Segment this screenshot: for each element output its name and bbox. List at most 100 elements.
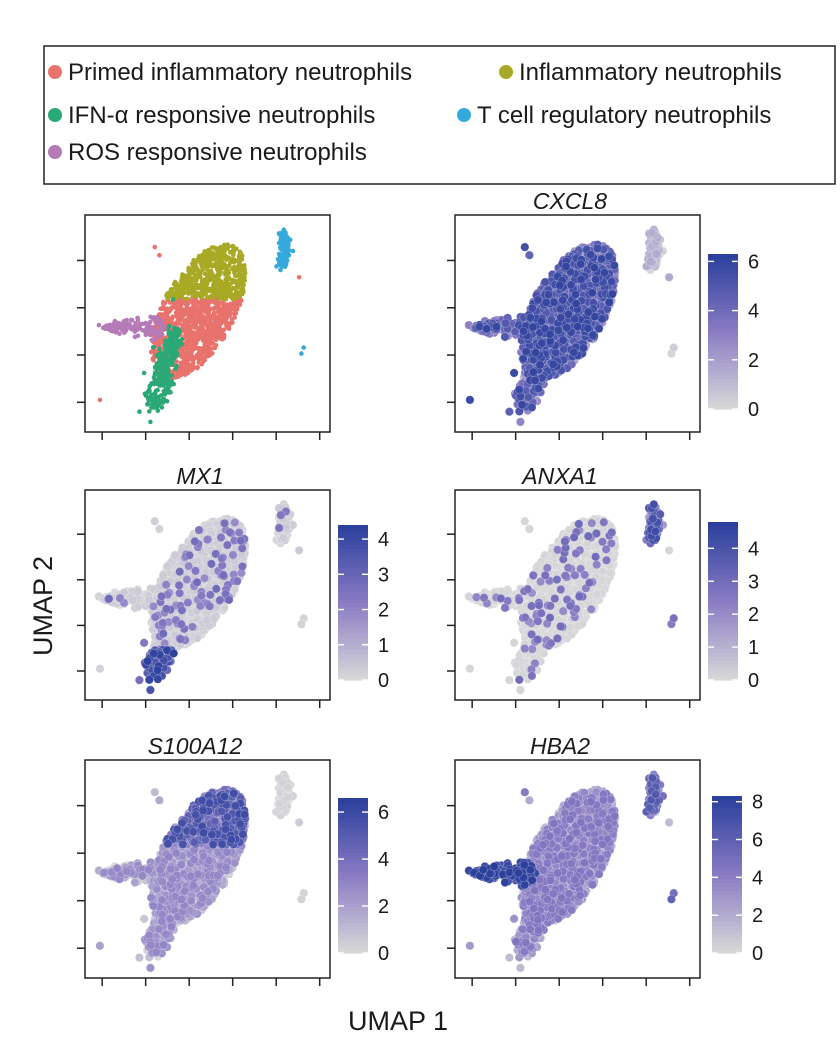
cell-point [220, 262, 225, 267]
cell-point [607, 289, 617, 299]
cell-point [190, 285, 196, 291]
cell-point [219, 280, 225, 286]
cell-point [562, 323, 572, 333]
cell-point [221, 289, 227, 295]
cell-point [179, 337, 185, 342]
cell-point [586, 250, 596, 260]
colorbar-segment [708, 316, 738, 321]
cell-point [145, 327, 151, 332]
cell-point [206, 248, 212, 254]
cell-point [213, 279, 218, 284]
cell-point [202, 252, 207, 257]
cell-point [162, 325, 168, 331]
cell-point [533, 384, 543, 394]
cell-point [548, 359, 558, 369]
cell-point [180, 370, 185, 376]
cell-point [208, 332, 213, 338]
cell-point [209, 255, 215, 260]
cell-point [208, 261, 213, 267]
cell-point [154, 332, 159, 338]
cell-point [174, 340, 179, 345]
cell-point [198, 285, 203, 291]
legend-swatch-primed [48, 65, 62, 79]
cell-point [576, 259, 586, 269]
cell-point [214, 330, 219, 336]
cell-point [193, 260, 198, 266]
cell-point [231, 311, 237, 317]
cell-point [556, 313, 566, 323]
cell-point [174, 311, 179, 316]
cell-point [558, 335, 568, 345]
cell-point [193, 297, 198, 303]
cell-point [545, 329, 555, 339]
cell-point [135, 317, 141, 323]
cell-point [555, 280, 565, 290]
cell-point [242, 270, 248, 276]
cell-point [194, 325, 200, 331]
cell-point [240, 266, 245, 272]
cell-point [515, 417, 525, 427]
cell-point [536, 316, 546, 326]
cell-point [135, 333, 141, 339]
cell-point [198, 303, 204, 309]
colorbar-segment [708, 257, 738, 263]
cell-point [284, 258, 290, 263]
cell-point [181, 326, 186, 331]
colorbar-segment [708, 327, 738, 333]
cell-point [278, 244, 283, 250]
panel-title-s100a12: S100A12 [148, 733, 243, 759]
cell-point [157, 346, 162, 352]
cell-point [185, 311, 191, 317]
cell-point [236, 256, 242, 262]
cell-point [165, 348, 171, 353]
cell-point [646, 257, 656, 267]
cell-point [186, 265, 191, 271]
cell-point [163, 372, 169, 378]
cell-point [234, 306, 240, 312]
cell-point [113, 330, 119, 335]
legend-swatch-tcell [457, 108, 471, 122]
cell-point [541, 297, 551, 307]
cell-point [301, 345, 307, 350]
colorbar-segment [708, 254, 738, 259]
cell-point [570, 314, 580, 324]
cell-point [578, 343, 588, 353]
legend-swatch-inflammatory [499, 65, 513, 79]
colorbar-segment [708, 292, 738, 298]
cell-point [664, 272, 674, 282]
cell-point [528, 367, 538, 377]
cell-point [95, 664, 105, 674]
cell-point [200, 263, 206, 268]
cell-point [196, 314, 201, 319]
colorbar-segment [708, 269, 738, 274]
cell-point [278, 267, 283, 273]
colorbar-segment [708, 281, 738, 286]
cell-point [182, 290, 187, 296]
cell-point [669, 343, 679, 353]
cell-point [231, 252, 236, 258]
cell-point [285, 240, 291, 245]
colorbar-segment [708, 335, 738, 340]
cell-point [137, 325, 143, 331]
cell-point [154, 524, 164, 534]
cell-point [553, 325, 563, 335]
cell-point [163, 352, 169, 358]
cell-point [514, 385, 524, 395]
cell-point [151, 315, 157, 320]
umap-cluster-panel [77, 214, 331, 440]
cell-point [154, 402, 159, 407]
colorbar-segment [708, 331, 738, 336]
cell-point [157, 252, 162, 258]
colorbar-segment [708, 339, 738, 344]
cell-point [116, 324, 121, 329]
cell-point [189, 348, 195, 353]
cell-point [168, 287, 174, 292]
cell-point [161, 361, 166, 366]
cell-point [137, 409, 142, 415]
cell-point [179, 312, 184, 318]
cell-point [234, 285, 239, 290]
colorbar-tick-label: 6 [748, 251, 759, 273]
cell-point [237, 261, 242, 266]
cell-point [218, 244, 223, 250]
